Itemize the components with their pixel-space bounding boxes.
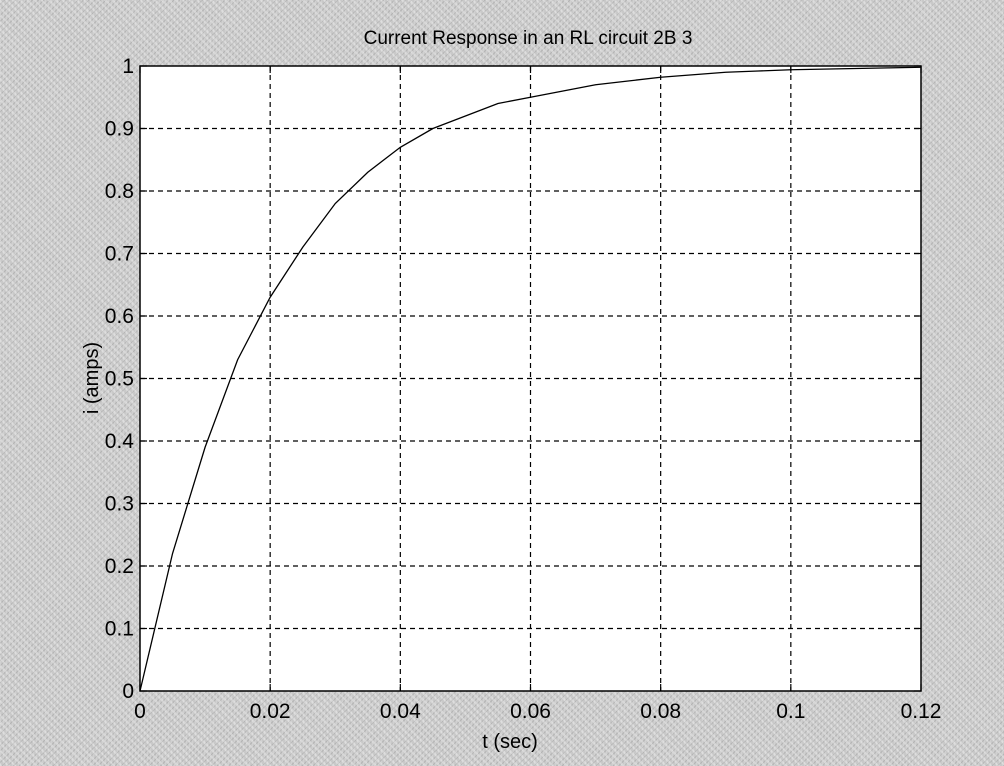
x-tick-label: 0.06	[510, 700, 551, 723]
y-tick-labels: 0 0.1 0.2 0.3 0.4 0.5 0.6 0.7 0.8 0.9 1	[105, 55, 135, 703]
y-tick-label: 0.6	[105, 305, 134, 328]
y-tick-label: 0.7	[105, 243, 134, 266]
x-tick-label: 0.12	[901, 700, 942, 723]
y-tick-label: 0.1	[105, 618, 134, 641]
y-tick-label: 0.9	[105, 118, 134, 141]
y-tick-label: 0.8	[105, 180, 134, 203]
x-axis-label: t (sec)	[482, 731, 538, 753]
x-tick-label: 0	[134, 700, 146, 723]
series-line	[139, 66, 922, 692]
chart-title: Current Response in an RL circuit 2B 3	[364, 28, 693, 49]
y-tick-label: 0.3	[105, 493, 134, 516]
y-tick-label: 0.4	[105, 430, 135, 453]
y-tick-label: 0.2	[105, 555, 134, 578]
y-tick-label: 1	[122, 55, 134, 78]
x-tick-label: 0.08	[640, 700, 681, 723]
y-axis-label: i (amps)	[81, 342, 103, 414]
x-tick-label: 0.04	[380, 700, 421, 723]
grid-lines	[140, 66, 921, 691]
y-tick-label: 0.5	[105, 368, 134, 391]
x-tick-labels: 0 0.02 0.04 0.06 0.08 0.1 0.12	[134, 700, 941, 723]
x-tick-label: 0.02	[250, 700, 291, 723]
x-tick-label: 0.1	[776, 700, 805, 723]
y-tick-label: 0	[122, 680, 134, 703]
